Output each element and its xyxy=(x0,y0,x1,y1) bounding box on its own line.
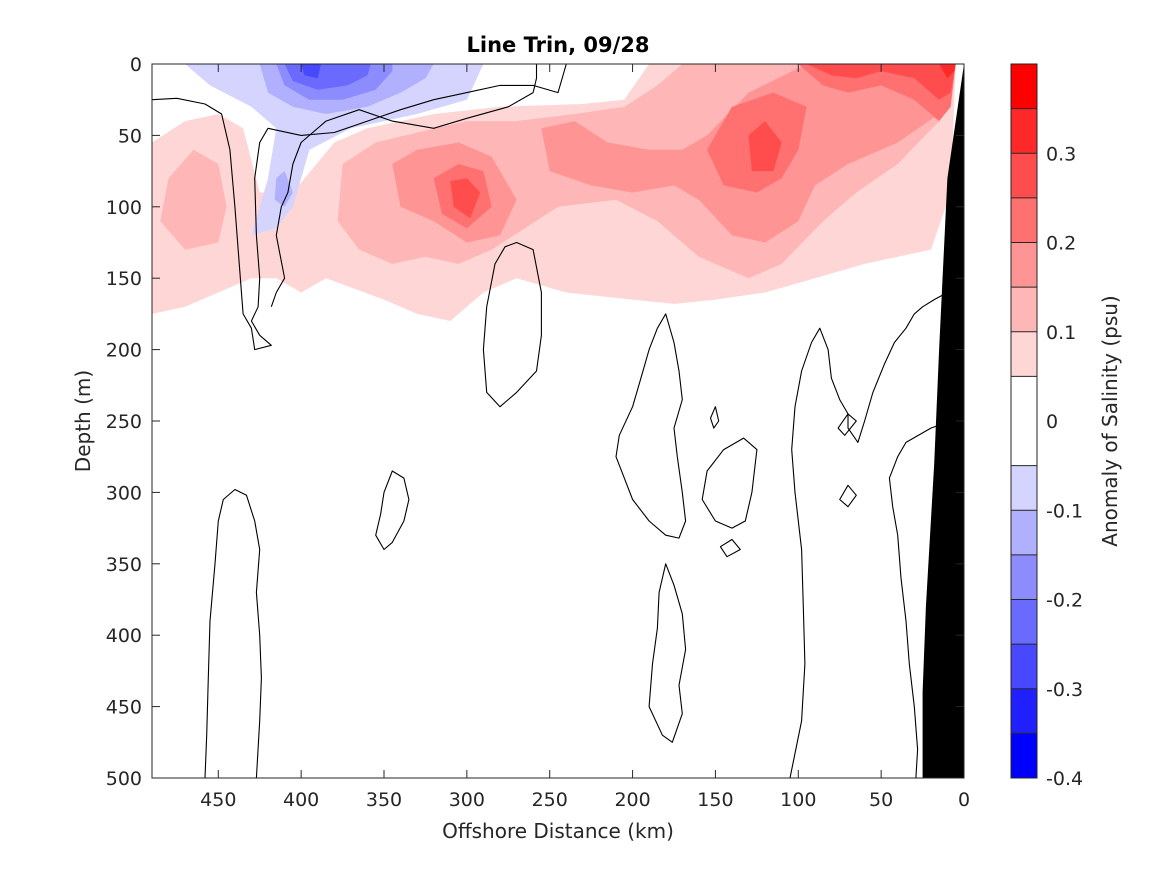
colorbar-swatch xyxy=(1011,376,1037,466)
contour-region-positive-anomaly-peak xyxy=(806,64,956,100)
x-tick-label: 200 xyxy=(614,789,650,811)
colorbar-swatch xyxy=(1011,108,1037,154)
zero-contour-line-6 xyxy=(615,313,687,539)
y-tick-label: 300 xyxy=(106,482,142,504)
zero-contour-line-11 xyxy=(789,289,956,778)
colorbar-tick-label: 0.3 xyxy=(1046,143,1076,165)
colorbar-swatch xyxy=(1011,688,1037,734)
zero-contour-line-2 xyxy=(532,64,538,93)
contour-region-positive-anomaly-peak xyxy=(748,121,782,172)
zero-contour-line-13 xyxy=(839,484,857,508)
x-axis: 450 400 350 300 250 200 150 100 50 0 xyxy=(200,64,970,811)
y-tick-label: 500 xyxy=(106,768,142,790)
contour-region-negative-anomaly xyxy=(274,171,293,207)
y-tick-label: 250 xyxy=(106,411,142,433)
zero-contour-line-1 xyxy=(152,64,567,351)
y-tick-label: 50 xyxy=(118,125,142,147)
colorbar-tick-label: -0.2 xyxy=(1046,590,1083,612)
colorbar-title: Anomaly of Salinity (psu) xyxy=(1098,295,1122,546)
zero-contour-line-12 xyxy=(837,413,857,436)
zero-contour-line-4 xyxy=(482,241,542,408)
seafloor-shelf xyxy=(922,64,964,778)
y-tick-label: 100 xyxy=(106,197,142,219)
colorbar-tick-label: -0.1 xyxy=(1046,500,1083,522)
zero-contour-line-9 xyxy=(709,406,720,429)
colorbar-tick-label: 0 xyxy=(1046,411,1058,433)
colorbar-swatch xyxy=(1011,331,1037,377)
x-tick-label: 0 xyxy=(958,789,970,811)
colorbar-swatch xyxy=(1011,64,1037,109)
contour-region-positive-anomaly-max xyxy=(939,64,956,79)
y-tick-label: 150 xyxy=(106,268,142,290)
y-tick-label: 0 xyxy=(130,54,142,76)
y-tick-label: 350 xyxy=(106,554,142,576)
contour-region-negative-anomaly-max xyxy=(301,64,321,79)
zero-contour-line-7 xyxy=(648,563,687,743)
colorbar-tick-label: -0.4 xyxy=(1046,768,1083,790)
colorbar-swatch xyxy=(1011,197,1037,243)
zero-contour-line-3 xyxy=(270,92,534,307)
chart-title: Line Trin, 09/28 xyxy=(466,33,649,57)
x-tick-label: 300 xyxy=(449,789,485,811)
x-tick-label: 150 xyxy=(697,789,733,811)
colorbar-swatch xyxy=(1011,599,1037,645)
colorbar-tick-label: 0.1 xyxy=(1046,322,1076,344)
y-tick-label: 200 xyxy=(106,340,142,362)
colorbar-tick-label: -0.3 xyxy=(1046,679,1083,701)
colorbar-swatch xyxy=(1011,287,1037,332)
colorbar: -0.4 -0.3 -0.2 -0.1 0 0.1 0.2 0.3 xyxy=(1010,63,1083,790)
x-axis-title: Offshore Distance (km) xyxy=(442,819,674,843)
y-axis: 0 50 100 150 200 250 300 350 400 450 500 xyxy=(106,54,964,790)
y-tick-label: 400 xyxy=(106,625,142,647)
x-tick-label: 400 xyxy=(283,789,319,811)
colorbar-swatch xyxy=(1011,510,1037,555)
colorbar-swatch xyxy=(1011,554,1037,600)
zero-contour-lines xyxy=(152,64,964,778)
colorbar-swatch xyxy=(1011,644,1037,689)
zero-contour-line-14 xyxy=(888,406,964,778)
y-axis-title: Depth (m) xyxy=(71,370,95,472)
x-tick-label: 50 xyxy=(869,789,893,811)
x-tick-label: 250 xyxy=(532,789,568,811)
colorbar-frame xyxy=(1010,63,1038,779)
x-tick-label: 350 xyxy=(366,789,402,811)
contour-region-positive-anomaly-mid xyxy=(160,149,227,250)
filled-contours xyxy=(152,64,956,321)
colorbar-swatch xyxy=(1011,153,1037,198)
colorbar-tick-label: 0.2 xyxy=(1046,233,1076,255)
contour-region-positive-anomaly-peak xyxy=(450,178,481,219)
x-tick-label: 450 xyxy=(200,789,236,811)
zero-contour-line-15 xyxy=(204,488,262,778)
y-tick-label: 450 xyxy=(106,697,142,719)
colorbar-swatch xyxy=(1011,733,1037,778)
colorbar-swatch xyxy=(1011,242,1037,288)
zero-contour-line-5 xyxy=(375,470,410,551)
x-tick-label: 100 xyxy=(780,789,816,811)
zero-contour-line-8 xyxy=(701,437,758,529)
colorbar-swatch xyxy=(1011,465,1037,511)
zero-contour-line-10 xyxy=(719,538,741,558)
bathymetry-mask xyxy=(922,64,964,778)
